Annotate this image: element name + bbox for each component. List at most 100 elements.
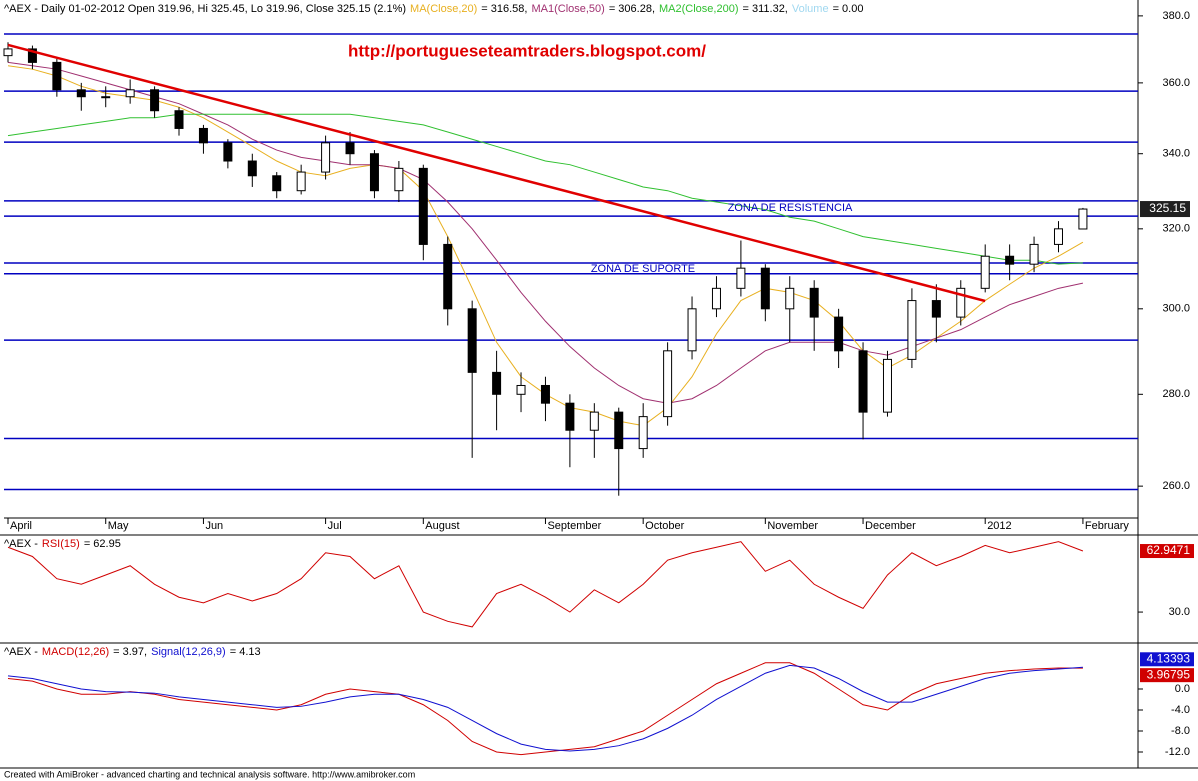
candle-body xyxy=(589,411,599,431)
last-value-box xyxy=(1140,652,1194,667)
candle-body xyxy=(809,287,819,318)
x-tick-label: October xyxy=(645,520,684,532)
x-tick-label: April xyxy=(10,520,32,532)
candle-body xyxy=(125,89,135,98)
candle-body xyxy=(3,48,13,57)
candle-body xyxy=(296,171,306,192)
candle-body xyxy=(931,300,941,318)
legend-name: MACD(12,26) xyxy=(42,646,109,658)
candle-body xyxy=(492,371,502,395)
y-tick-label: 260.0 xyxy=(1162,480,1190,492)
x-tick-label: May xyxy=(108,520,129,532)
candle-body xyxy=(1078,208,1088,230)
y-tick-label: 300.0 xyxy=(1162,303,1190,315)
x-tick-label: September xyxy=(547,520,601,532)
legend-value: = 311.32, xyxy=(743,3,788,15)
legend-name: RSI(15) xyxy=(42,538,80,550)
last-value-label: 3.96795 xyxy=(1147,667,1191,681)
x-tick-label: 2012 xyxy=(987,520,1011,532)
candle-body xyxy=(418,167,428,245)
last-value-label: 325.15 xyxy=(1149,201,1186,215)
candle-body xyxy=(1053,228,1063,245)
candle-body xyxy=(834,316,844,352)
candle-body xyxy=(1029,243,1039,265)
last-value-box xyxy=(1140,544,1194,559)
series-line xyxy=(7,664,1083,752)
candle-body xyxy=(687,308,697,352)
legend-name: Volume xyxy=(792,3,829,15)
candle-body xyxy=(150,89,160,112)
candle-body xyxy=(760,267,770,310)
y-tick-label: -4.0 xyxy=(1171,704,1190,716)
candle-body xyxy=(198,127,208,144)
candle-body xyxy=(345,142,355,155)
y-tick-label: 0.0 xyxy=(1175,683,1190,695)
y-tick-label: 320.0 xyxy=(1162,223,1190,235)
series-line xyxy=(7,541,1084,628)
candle-body xyxy=(956,287,966,318)
panel-header: ^AEX - MACD(12,26) = 3.97, Signal(12,26,9) =… xyxy=(4,646,261,658)
candle-body xyxy=(907,300,917,360)
candle-body xyxy=(27,48,37,63)
header-title: ^AEX - Daily 01-02-2012 Open 319.96, Hi … xyxy=(4,3,406,15)
x-tick-label: August xyxy=(425,520,459,532)
last-value-box xyxy=(1140,201,1190,218)
y-tick-label: 30.0 xyxy=(1169,606,1190,618)
legend-value: = 4.13 xyxy=(230,646,261,658)
header-title: ^AEX - xyxy=(4,646,38,658)
candle-body xyxy=(638,416,648,450)
legend-name: MA2(Close,200) xyxy=(659,3,738,15)
y-tick-label: 380.0 xyxy=(1162,10,1190,22)
legend-name: MA(Close,20) xyxy=(410,3,477,15)
panel-header: ^AEX - RSI(15) = 62.95 xyxy=(4,538,121,550)
candle-body xyxy=(882,358,892,413)
zone-label: ZONA DE SUPORTE xyxy=(591,263,695,275)
candle-body xyxy=(565,402,575,431)
x-tick-label: Jul xyxy=(328,520,342,532)
candle-body xyxy=(785,287,795,310)
candle-body xyxy=(858,350,868,413)
y-tick-label: 280.0 xyxy=(1162,388,1190,400)
candle-body xyxy=(614,411,624,450)
candle-body xyxy=(711,287,721,310)
annotation: http://portugueseteamtraders.blogspot.co… xyxy=(348,41,706,60)
candle-body xyxy=(1005,255,1015,265)
last-value-label: 4.13393 xyxy=(1147,651,1191,665)
y-tick-label: -12.0 xyxy=(1165,746,1190,758)
x-tick-label: December xyxy=(865,520,916,532)
legend-value: = 3.97, xyxy=(113,646,147,658)
series-line xyxy=(7,61,1084,404)
y-tick-label: -8.0 xyxy=(1171,725,1190,737)
zone-label: ZONA DE RESISTENCIA xyxy=(728,202,853,214)
legend-name: Signal(12,26,9) xyxy=(151,646,226,658)
candle-body xyxy=(663,350,673,418)
last-value-box xyxy=(1140,668,1194,683)
legend-value: = 0.00 xyxy=(833,3,864,15)
x-tick-label: February xyxy=(1085,520,1130,532)
candle-body xyxy=(223,142,233,162)
candle-body xyxy=(516,384,526,395)
header-title: ^AEX - xyxy=(4,538,38,550)
footer: Created with AmiBroker - advanced charti… xyxy=(4,769,415,779)
candle-body xyxy=(394,167,404,192)
last-value-label: 62.9471 xyxy=(1147,543,1191,557)
candle-body xyxy=(443,243,453,310)
candle-body xyxy=(174,110,184,129)
y-tick-label: 360.0 xyxy=(1162,77,1190,89)
candle-body xyxy=(52,61,62,91)
candle-body xyxy=(76,89,86,98)
x-tick-label: Jun xyxy=(205,520,223,532)
candle-body xyxy=(247,160,257,177)
legend-value: = 316.58, xyxy=(481,3,527,15)
candle-body xyxy=(369,153,379,192)
trendline xyxy=(7,43,986,303)
candle-body xyxy=(540,384,550,404)
candle-body xyxy=(980,255,990,289)
candle-body xyxy=(272,175,282,192)
candle-body xyxy=(101,96,111,99)
series-line xyxy=(7,662,1083,756)
candle-body xyxy=(736,267,746,289)
series-line xyxy=(7,113,1083,265)
panel-header: ^AEX - Daily 01-02-2012 Open 319.96, Hi … xyxy=(4,3,863,15)
